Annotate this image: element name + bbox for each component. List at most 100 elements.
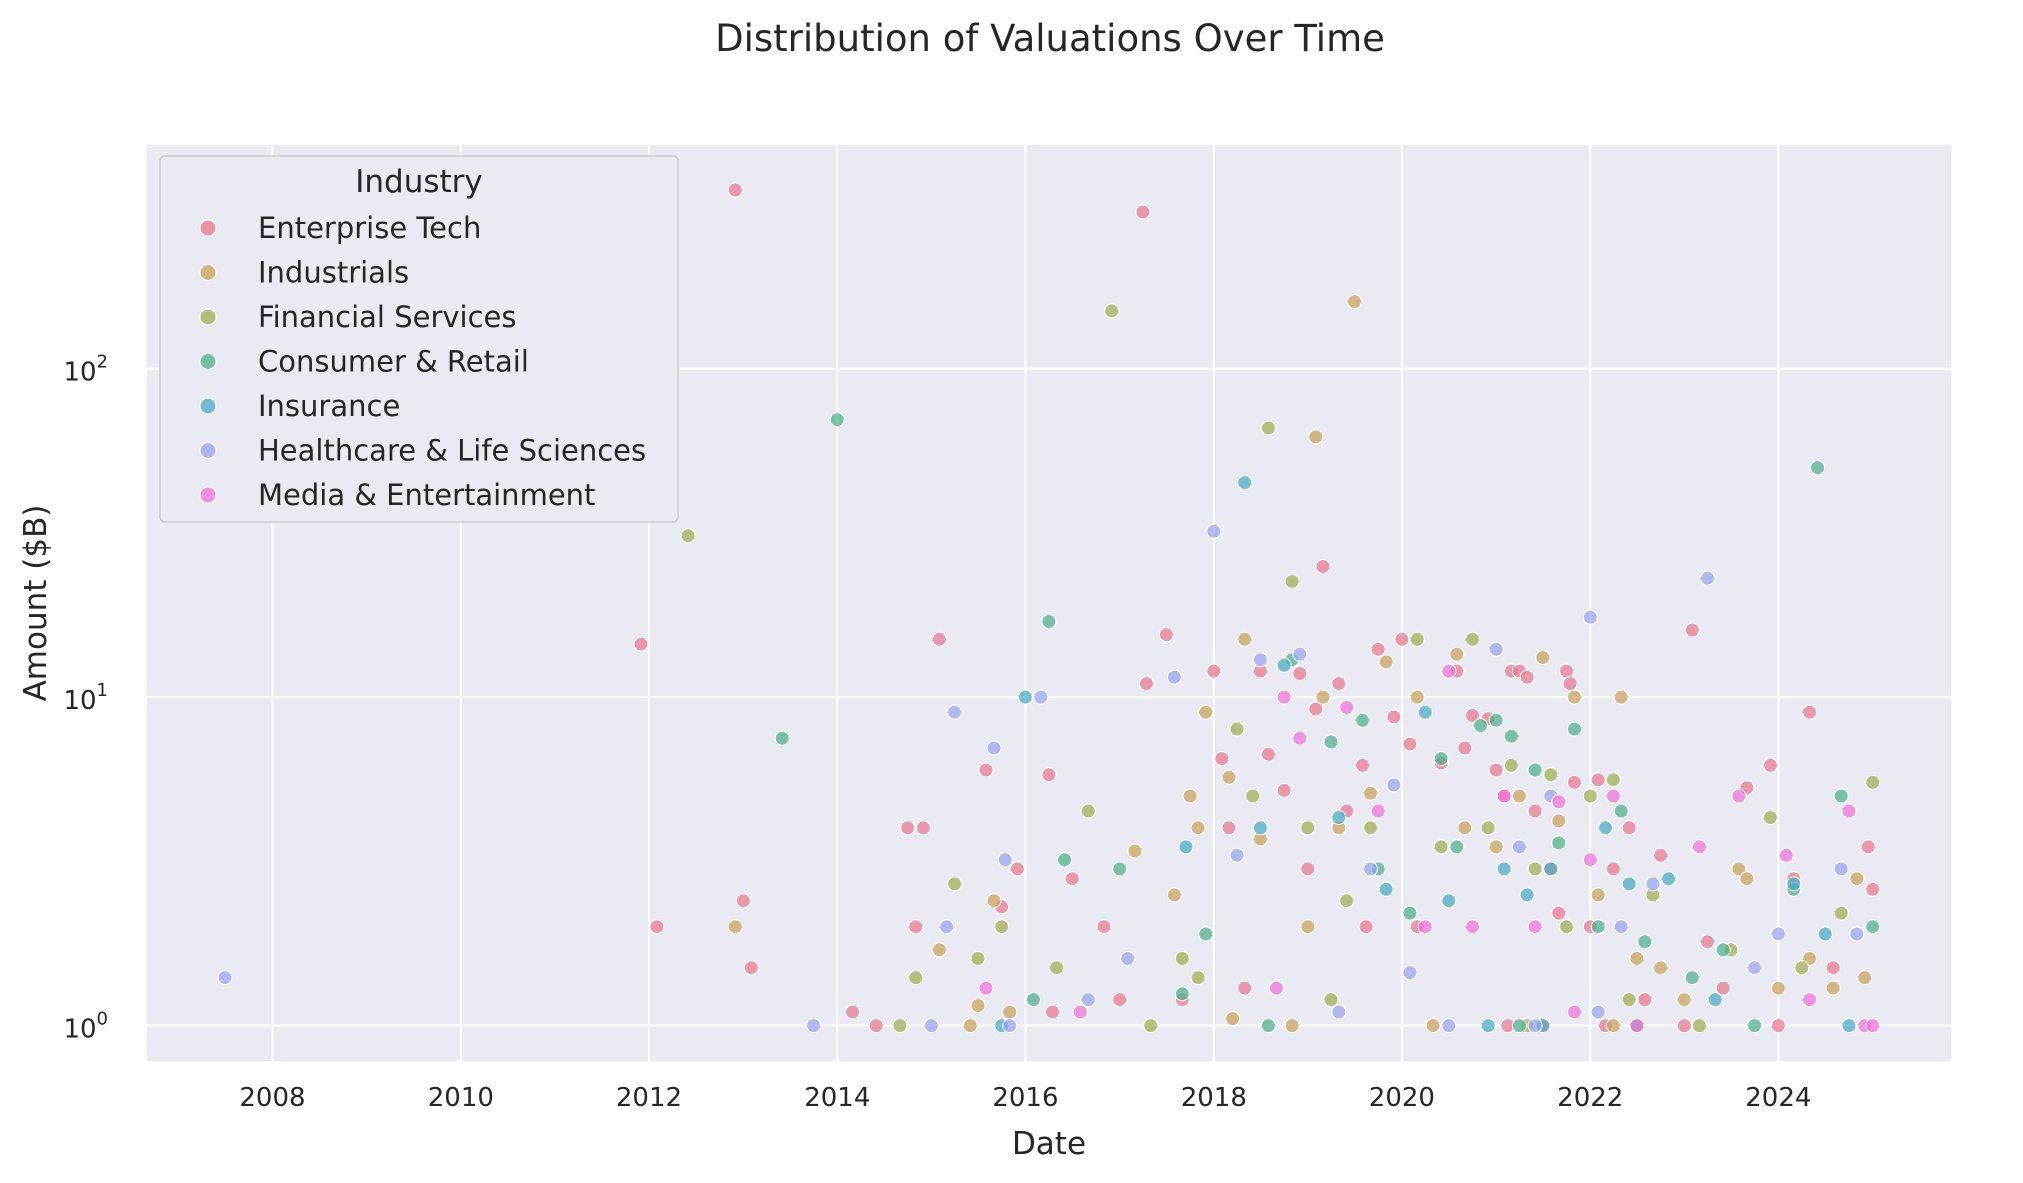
data-point bbox=[1590, 887, 1606, 903]
data-point bbox=[217, 970, 233, 986]
data-point bbox=[1237, 631, 1253, 647]
data-point bbox=[1072, 1004, 1088, 1020]
data-point bbox=[1096, 919, 1112, 935]
data-point bbox=[1731, 861, 1747, 877]
data-point bbox=[892, 1018, 908, 1034]
data-point bbox=[1629, 951, 1645, 966]
data-point bbox=[1613, 689, 1629, 705]
series-group bbox=[217, 523, 1865, 1034]
data-point bbox=[923, 1018, 939, 1034]
data-point bbox=[1465, 631, 1480, 647]
data-point bbox=[1598, 820, 1613, 836]
data-point bbox=[1567, 1004, 1582, 1020]
legend-label: Insurance bbox=[258, 389, 400, 423]
data-point bbox=[1762, 757, 1778, 773]
data-point bbox=[1590, 919, 1606, 935]
data-point bbox=[1300, 820, 1316, 836]
data-point bbox=[1221, 820, 1237, 836]
data-point bbox=[1237, 980, 1253, 996]
chart-title: Distribution of Valuations Over Time bbox=[715, 17, 1385, 60]
data-point bbox=[1637, 992, 1653, 1008]
data-point bbox=[680, 528, 696, 544]
legend-marker bbox=[199, 219, 217, 237]
data-point bbox=[1457, 740, 1473, 756]
data-point bbox=[1825, 980, 1841, 996]
x-tick-label: 2012 bbox=[616, 1083, 682, 1113]
data-point bbox=[727, 919, 743, 935]
data-point bbox=[1284, 574, 1300, 589]
data-point bbox=[743, 960, 759, 976]
data-point bbox=[1527, 803, 1543, 819]
data-point bbox=[1300, 861, 1316, 877]
data-point bbox=[1370, 641, 1386, 657]
data-point bbox=[1865, 1018, 1881, 1034]
data-point bbox=[1355, 712, 1370, 728]
legend-label: Healthcare & Life Sciences bbox=[258, 434, 646, 468]
data-point bbox=[1323, 734, 1339, 750]
y-tick-base: 10 bbox=[63, 1015, 96, 1045]
data-point bbox=[1496, 788, 1512, 804]
legend-label: Consumer & Retail bbox=[258, 345, 529, 379]
data-point bbox=[1009, 861, 1025, 877]
data-point bbox=[1057, 852, 1073, 868]
data-point bbox=[1292, 666, 1308, 681]
data-point bbox=[1676, 992, 1692, 1008]
data-point bbox=[1190, 970, 1206, 986]
data-point bbox=[649, 919, 665, 935]
legend-marker bbox=[199, 308, 217, 326]
x-tick-label: 2020 bbox=[1369, 1083, 1435, 1113]
data-point bbox=[1637, 934, 1653, 950]
data-point bbox=[1386, 777, 1402, 793]
data-point bbox=[1661, 871, 1677, 887]
data-point bbox=[1715, 980, 1731, 996]
data-point bbox=[986, 740, 1002, 756]
data-point bbox=[1551, 813, 1567, 829]
data-point bbox=[1198, 926, 1214, 942]
data-point bbox=[1308, 701, 1324, 717]
data-point bbox=[1802, 992, 1817, 1008]
data-point bbox=[1488, 762, 1504, 778]
data-point bbox=[774, 730, 790, 746]
x-tick-label: 2010 bbox=[428, 1083, 494, 1113]
data-point bbox=[1480, 820, 1496, 836]
data-point bbox=[1292, 730, 1308, 746]
data-point bbox=[1409, 689, 1425, 705]
data-point bbox=[1206, 663, 1222, 679]
data-point bbox=[1300, 919, 1316, 935]
data-point bbox=[1245, 788, 1261, 804]
data-point bbox=[1190, 820, 1206, 836]
data-point bbox=[1002, 1018, 1018, 1034]
series-group bbox=[994, 475, 1857, 1034]
legend-marker bbox=[199, 397, 217, 415]
data-point bbox=[1810, 460, 1825, 476]
data-point bbox=[1543, 767, 1559, 783]
data-point bbox=[1562, 676, 1578, 692]
data-point bbox=[1355, 757, 1370, 773]
data-point bbox=[1825, 960, 1841, 976]
data-point bbox=[1441, 1018, 1457, 1034]
data-point bbox=[978, 980, 994, 996]
data-point bbox=[1684, 970, 1700, 986]
y-axis-label: Amount ($B) bbox=[18, 505, 54, 702]
y-tick-exponent: 1 bbox=[97, 680, 108, 701]
data-point bbox=[1605, 788, 1621, 804]
data-point bbox=[1551, 794, 1567, 810]
data-point bbox=[1488, 712, 1504, 728]
data-point bbox=[1770, 980, 1786, 996]
data-point bbox=[1025, 992, 1041, 1008]
data-point bbox=[1339, 700, 1355, 715]
data-point bbox=[1731, 788, 1747, 804]
data-point bbox=[1496, 861, 1512, 877]
data-point bbox=[1158, 627, 1174, 643]
data-point bbox=[970, 998, 986, 1014]
x-tick-label: 2018 bbox=[1181, 1083, 1247, 1113]
legend-label: Enterprise Tech bbox=[258, 211, 481, 245]
data-point bbox=[908, 919, 924, 935]
data-point bbox=[1252, 820, 1268, 836]
data-point bbox=[900, 820, 916, 836]
data-point bbox=[1511, 839, 1527, 855]
data-point bbox=[1112, 861, 1128, 877]
data-point bbox=[1567, 721, 1582, 737]
y-tick-exponent: 2 bbox=[97, 352, 108, 373]
